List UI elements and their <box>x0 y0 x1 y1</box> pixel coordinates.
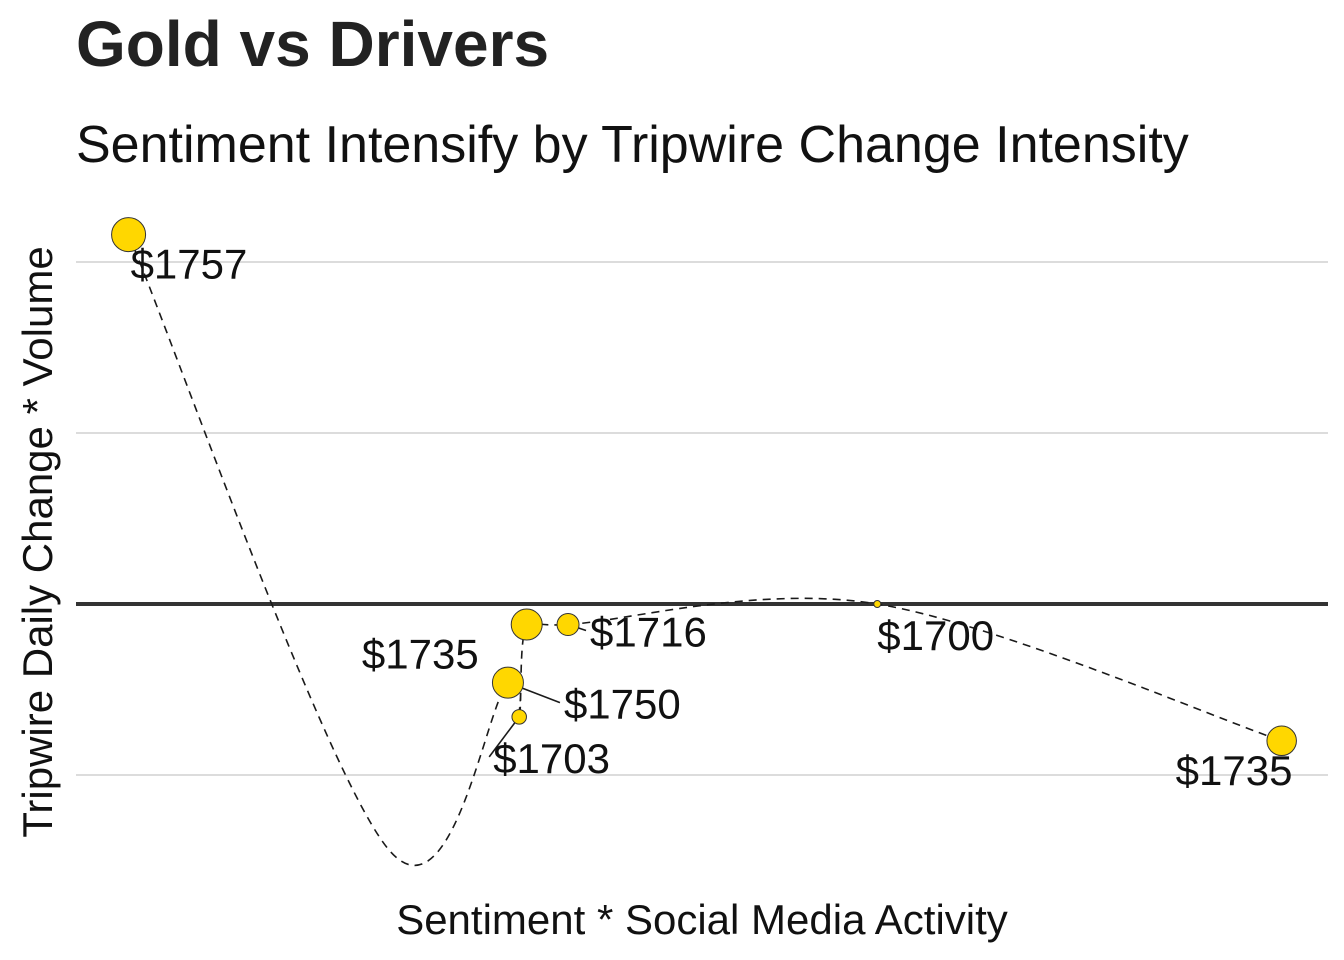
data-point <box>873 600 882 608</box>
point-label: $1700 <box>877 612 994 659</box>
labels-layer: $1757 $1750 $1703 $1735 $1716 $1700 $1735 <box>131 241 1293 794</box>
y-axis-title: Tripwire Daily Change * Volume <box>14 246 61 837</box>
point-label: $1750 <box>564 681 681 728</box>
connecting-dashed-line <box>127 234 1282 867</box>
data-point <box>111 217 147 253</box>
chart-title: Gold vs Drivers <box>76 8 550 80</box>
point-label: $1735 <box>362 631 479 678</box>
point-label: $1735 <box>1176 747 1293 794</box>
data-point <box>510 608 543 641</box>
data-point <box>491 666 524 699</box>
point-label: $1703 <box>493 735 610 782</box>
data-point <box>556 613 580 637</box>
point-label: $1757 <box>131 241 248 288</box>
label-leader-line <box>488 716 520 758</box>
data-point <box>511 709 527 725</box>
points-layer <box>111 217 1297 757</box>
x-axis-title: Sentiment * Social Media Activity <box>396 896 1008 943</box>
chart-subtitle: Sentiment Intensify by Tripwire Change I… <box>76 116 1189 174</box>
data-point <box>1266 725 1297 757</box>
point-label: $1716 <box>590 609 707 656</box>
grid-layer <box>76 261 1328 776</box>
